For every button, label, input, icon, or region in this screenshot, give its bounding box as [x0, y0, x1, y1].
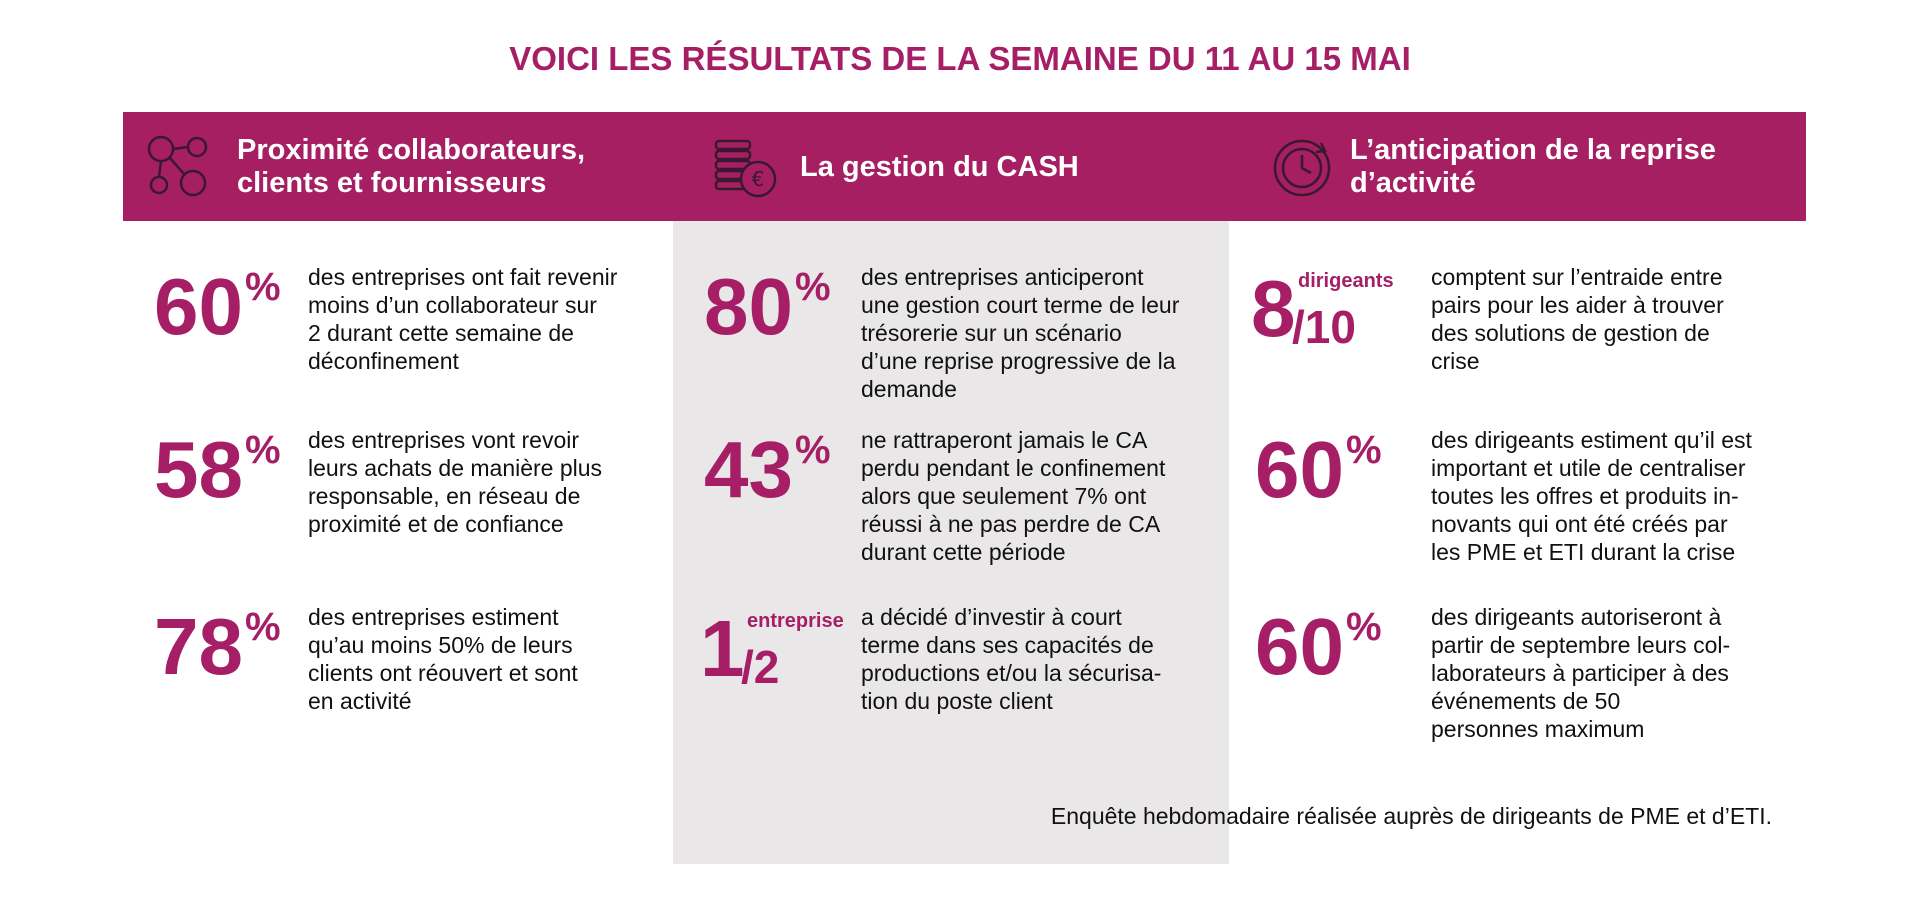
svg-text:€: €: [752, 167, 765, 191]
figure-unit: %: [245, 428, 281, 472]
item-text: réussi à ne pas perdre de CA: [861, 511, 1161, 537]
icon-network: [147, 135, 208, 197]
item-text: partir de septembre leurs col-: [1431, 632, 1731, 658]
item-text: important et utile de centraliser: [1431, 455, 1746, 481]
figure-unit: %: [1346, 428, 1382, 472]
figure: 60: [154, 262, 243, 351]
item-text: leurs achats de manière plus: [308, 455, 603, 481]
column-header: La gestion du CASH: [800, 150, 1079, 183]
icon-coins: €: [714, 139, 777, 198]
middle-column-bg: [673, 221, 1229, 864]
header-band: [123, 112, 1806, 221]
item-text: crise: [1431, 348, 1480, 374]
item-text: des dirigeants estiment qu’il est: [1431, 427, 1752, 453]
item-text: laborateurs à participer à des: [1431, 660, 1729, 686]
item-text: qu’au moins 50% de leurs: [308, 632, 573, 658]
item-text: comptent sur l’entraide entre: [1431, 264, 1723, 290]
item-text: tion du poste client: [861, 688, 1053, 714]
item-text: les PME et ETI durant la crise: [1431, 539, 1736, 565]
figure: 60: [1255, 602, 1344, 691]
item-text: proximité et de confiance: [308, 511, 564, 537]
item-text: novants qui ont été créés par: [1431, 511, 1728, 537]
figure: 8: [1251, 264, 1296, 353]
figure-unit: %: [245, 605, 281, 649]
item-text: a décidé d’investir à court: [861, 604, 1122, 630]
item-text: une gestion court terme de leur: [861, 292, 1180, 318]
footer-note: Enquête hebdomadaire réalisée auprès de …: [1050, 803, 1772, 829]
item-text: toutes les offres et produits in-: [1431, 483, 1739, 509]
figure-denominator: /10: [1292, 301, 1356, 353]
figure: 1: [700, 604, 745, 693]
item-text: déconfinement: [308, 348, 459, 374]
item-text: ne rattraperont jamais le CA: [861, 427, 1148, 453]
item-text: d’une reprise progressive de la: [861, 348, 1176, 374]
item-text: des entreprises vont revoir: [308, 427, 580, 453]
column-header: clients et fournisseurs: [237, 167, 547, 199]
figure: 43: [704, 425, 793, 514]
figure-unit: entreprise: [747, 610, 844, 632]
item-text: moins d’un collaborateur sur: [308, 292, 597, 318]
figure: 80: [704, 262, 793, 351]
figure-denominator: /2: [741, 641, 780, 693]
item-text: pairs pour les aider à trouver: [1431, 292, 1724, 318]
item-text: des entreprises ont fait revenir: [308, 264, 618, 290]
item-text: événements de 50: [1431, 688, 1621, 714]
item-text: durant cette période: [861, 539, 1066, 565]
figure-unit: %: [795, 265, 831, 309]
figure-unit: %: [795, 428, 831, 472]
item-text: responsable, en réseau de: [308, 483, 581, 509]
figure: 58: [154, 425, 243, 514]
item-text: alors que seulement 7% ont: [861, 483, 1147, 509]
figure-unit: %: [245, 265, 281, 309]
item-text: des entreprises estiment: [308, 604, 559, 630]
item-text: trésorerie sur un scénario: [861, 320, 1122, 346]
figure-unit: dirigeants: [1298, 270, 1394, 292]
figure: 60: [1255, 425, 1344, 514]
item-text: productions et/ou la sécurisa-: [861, 660, 1162, 686]
column-header: L’anticipation de la reprise: [1350, 134, 1716, 166]
item-text: des dirigeants autoriseront à: [1431, 604, 1722, 630]
column-header: Proximité collaborateurs,: [237, 134, 586, 166]
column-header: d’activité: [1350, 167, 1476, 199]
item-text: terme dans ses capacités de: [861, 632, 1154, 658]
item-text: demande: [861, 376, 957, 402]
icon-clock: [1273, 139, 1331, 197]
title: VOICI LES RÉSULTATS DE LA SEMAINE DU 11 …: [509, 40, 1411, 77]
item-text: en activité: [308, 688, 412, 714]
item-text: clients ont réouvert et sont: [308, 660, 578, 686]
item-text: perdu pendant le confinement: [861, 455, 1166, 481]
figure-unit: %: [1346, 605, 1382, 649]
item-text: des solutions de gestion de: [1431, 320, 1710, 346]
item-text: 2 durant cette semaine de: [308, 320, 574, 346]
figure: 78: [154, 602, 243, 691]
item-text: personnes maximum: [1431, 716, 1645, 742]
item-text: des entreprises anticiperont: [861, 264, 1144, 290]
